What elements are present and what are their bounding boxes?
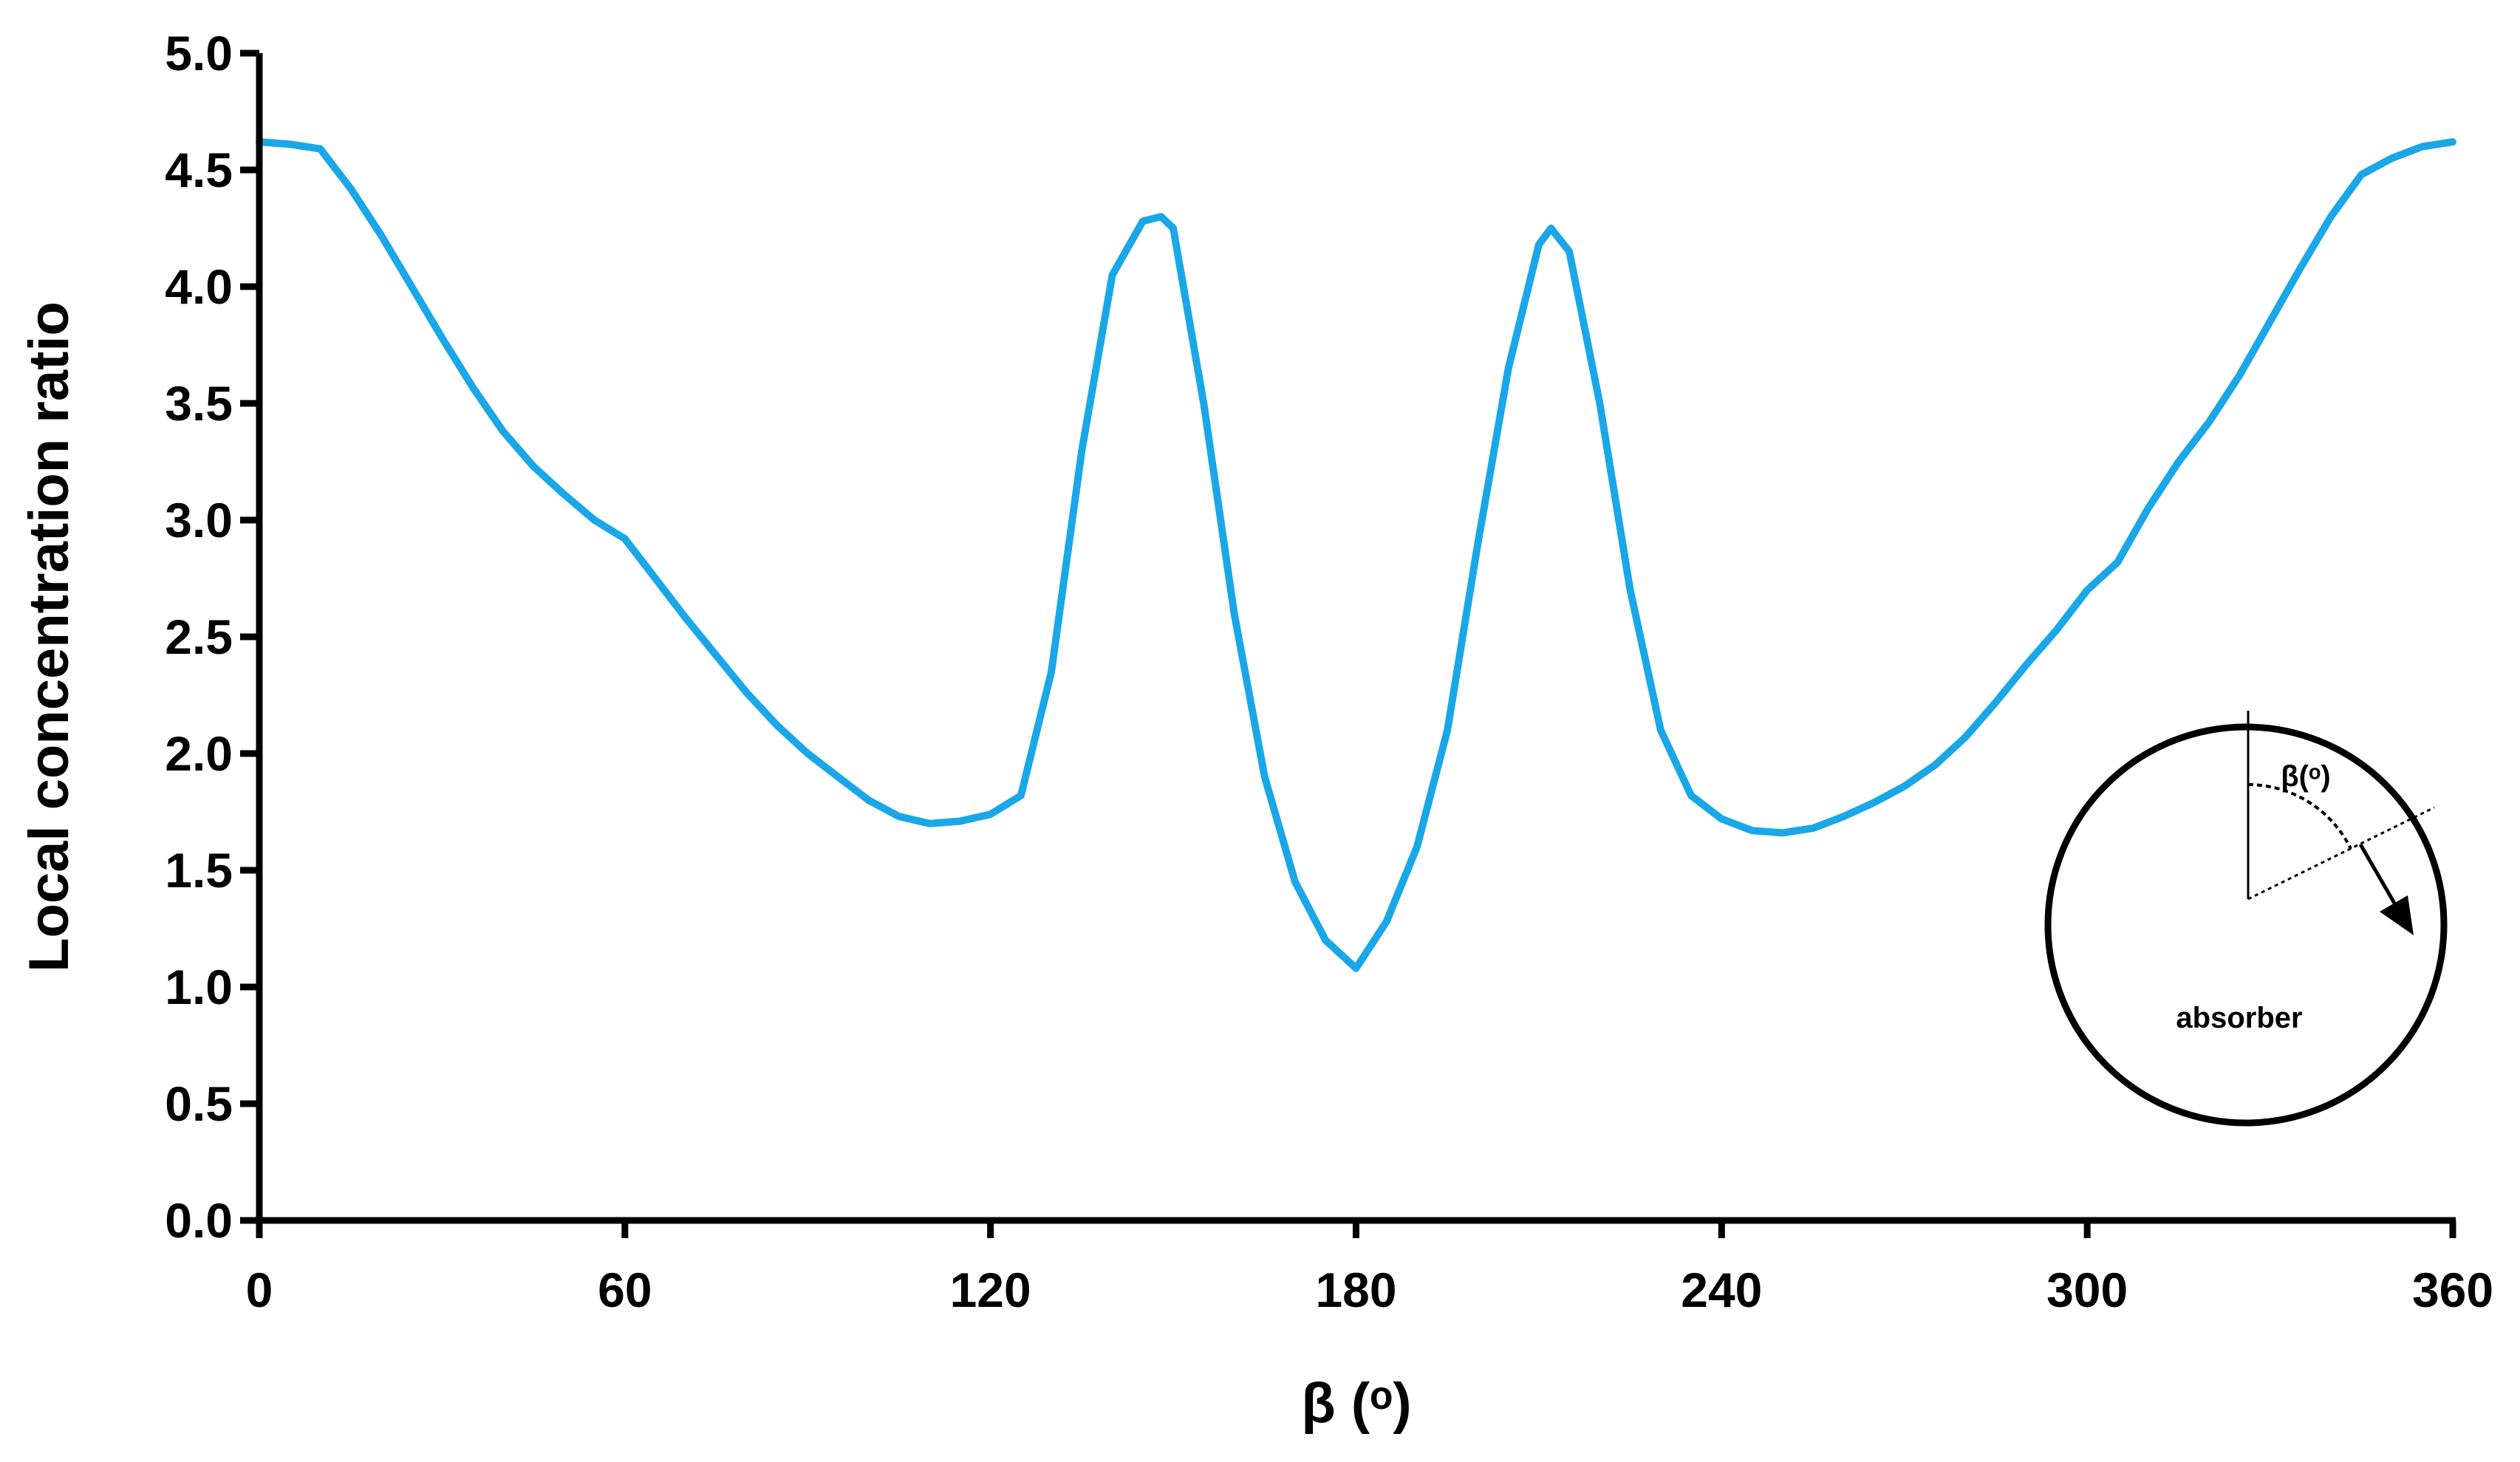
x-tick-label: 300 bbox=[2046, 1263, 2128, 1317]
y-tick-label: 5.0 bbox=[165, 26, 233, 81]
x-tick-label: 240 bbox=[1681, 1263, 1762, 1317]
y-tick-label: 2.0 bbox=[165, 726, 233, 781]
plot-area bbox=[256, 138, 2456, 972]
series-line bbox=[256, 138, 2456, 972]
axes: 0.0 0.5 1.0 1.5 2.0 2.5 3.0 3.5 4.0 4.5 5.0 0 60 120… bbox=[165, 26, 2493, 1317]
absorber-circle bbox=[2044, 723, 2448, 1127]
y-tick-label: 2.5 bbox=[165, 609, 233, 664]
y-tick-label: 4.0 bbox=[165, 259, 233, 314]
x-axis-title: β (ᵒ) bbox=[1301, 1372, 1411, 1435]
angle-label: β(ᵒ) bbox=[2281, 760, 2330, 793]
x-tick-label: 180 bbox=[1315, 1263, 1396, 1317]
normal-arrow-head bbox=[2380, 895, 2414, 935]
y-tick-label: 0.0 bbox=[165, 1193, 233, 1248]
y-axis-title: Local concentration ratio bbox=[18, 301, 81, 972]
angle-arc bbox=[2247, 783, 2352, 850]
angle-radius-line bbox=[2247, 806, 2435, 901]
absorber-inset: β(ᵒ) absorber bbox=[2044, 711, 2448, 1127]
y-tick-label: 3.0 bbox=[165, 493, 233, 547]
x-tick-label: 360 bbox=[2412, 1263, 2493, 1317]
y-tick-label: 1.0 bbox=[165, 960, 233, 1014]
y-ticks: 0.0 0.5 1.0 1.5 2.0 2.5 3.0 3.5 4.0 4.5 5.0 bbox=[165, 26, 259, 1248]
x-tick-label: 120 bbox=[950, 1263, 1031, 1317]
x-ticks: 0 60 120 180 240 300 360 bbox=[246, 1220, 2493, 1317]
x-tick-label: 0 bbox=[246, 1263, 273, 1317]
x-tick-label: 60 bbox=[598, 1263, 652, 1317]
absorber-label: absorber bbox=[2176, 1002, 2302, 1034]
y-tick-label: 4.5 bbox=[165, 143, 233, 197]
y-tick-label: 0.5 bbox=[165, 1076, 233, 1131]
y-tick-label: 3.5 bbox=[165, 376, 233, 431]
y-tick-label: 1.5 bbox=[165, 843, 233, 898]
normal-arrow-line bbox=[2358, 843, 2398, 907]
